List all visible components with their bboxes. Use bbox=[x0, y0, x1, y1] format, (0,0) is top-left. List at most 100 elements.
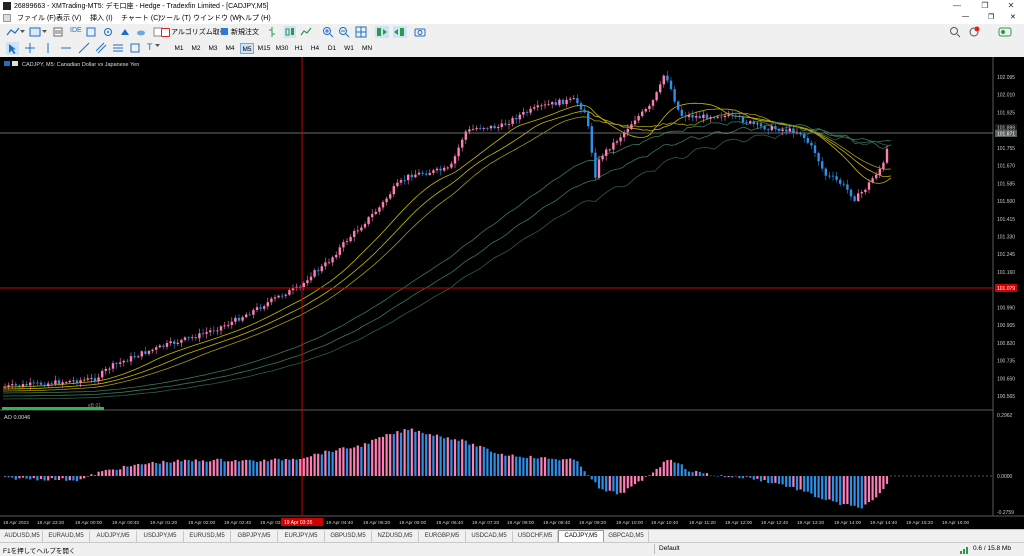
timeframe-d1[interactable]: D1 bbox=[327, 45, 337, 52]
ao-bar bbox=[29, 476, 32, 480]
mdi-minimize-button[interactable]: — bbox=[962, 13, 969, 20]
close-button[interactable]: ✕ bbox=[1007, 1, 1015, 10]
timeframe-m3[interactable]: M3 bbox=[208, 45, 218, 52]
ide-button[interactable]: IDE bbox=[70, 27, 82, 34]
timeframe-h4[interactable]: H4 bbox=[310, 45, 320, 52]
zoom-out-icon[interactable] bbox=[338, 26, 350, 38]
navigator-icon[interactable] bbox=[86, 27, 96, 37]
auto-scroll-icon[interactable] bbox=[375, 26, 389, 38]
bar-chart-icon[interactable] bbox=[267, 26, 277, 38]
chart-window[interactable]: eB 01 CADJPY, M5: Canadian Dollar vs Jap… bbox=[0, 57, 1024, 529]
price-scale[interactable]: 102.095102.010101.925101.840101.755101.6… bbox=[997, 75, 1015, 400]
tab-eurgbp[interactable]: EURGBP,M5 bbox=[419, 531, 466, 542]
price-label: 100.990 bbox=[997, 305, 1015, 311]
shapes-icon[interactable] bbox=[129, 42, 141, 54]
candle-body bbox=[291, 288, 295, 291]
mdi-restore-button[interactable]: ❐ bbox=[988, 14, 995, 21]
text-tool-icon[interactable]: T bbox=[147, 42, 153, 52]
equidistant-channel-icon[interactable] bbox=[95, 42, 107, 54]
ao-bar bbox=[464, 440, 467, 476]
account-icon[interactable] bbox=[998, 26, 1012, 38]
timeframe-h1[interactable]: H1 bbox=[294, 45, 304, 52]
menu-view[interactable]: 表示 (V) bbox=[56, 15, 82, 22]
candles bbox=[3, 70, 889, 391]
profiles-icon[interactable] bbox=[29, 27, 41, 37]
ao-bar bbox=[93, 475, 97, 476]
chart-canvas[interactable]: eB 01 CADJPY, M5: Canadian Dollar vs Jap… bbox=[0, 57, 1024, 529]
time-label: 19 Apr 14:40 bbox=[870, 520, 898, 526]
tab-audjpy[interactable]: AUDJPY,M5 bbox=[90, 531, 137, 542]
time-scale[interactable]: 18 Apr 2022 18 Apr 23:20 19 Apr 00:00 19 Ap… bbox=[3, 520, 970, 526]
ao-label-min: -0.2759 bbox=[997, 510, 1014, 516]
price-label: 100.820 bbox=[997, 341, 1015, 347]
minimize-button[interactable]: — bbox=[953, 1, 961, 10]
screenshot-icon[interactable] bbox=[414, 26, 426, 38]
menu-window[interactable]: ウインドウ (W) bbox=[193, 15, 242, 22]
grid-icon[interactable] bbox=[355, 26, 367, 38]
menu-tools[interactable]: ツール (T) bbox=[159, 15, 191, 22]
fibonacci-icon[interactable] bbox=[112, 42, 124, 54]
new-order-button[interactable]: 新規注文 bbox=[220, 26, 262, 38]
ao-bar bbox=[860, 476, 863, 509]
search-icon[interactable] bbox=[949, 26, 961, 38]
menu-chart[interactable]: チャート (C) bbox=[121, 15, 161, 22]
mdi-close-button[interactable]: ✕ bbox=[1010, 14, 1016, 21]
cursor-icon[interactable] bbox=[6, 42, 19, 55]
vps-icon[interactable] bbox=[136, 27, 146, 37]
crosshair-icon[interactable] bbox=[24, 42, 36, 54]
one-click-trading-icon[interactable] bbox=[12, 61, 18, 66]
timeframe-m4[interactable]: M4 bbox=[225, 45, 235, 52]
trendline-icon[interactable] bbox=[78, 42, 90, 54]
chart-shift-icon[interactable] bbox=[393, 26, 407, 38]
candle-body bbox=[767, 129, 770, 131]
algo-trading-button[interactable]: アルゴリズム取引 bbox=[160, 26, 227, 38]
candle-body bbox=[450, 163, 453, 168]
tab-usdjpy[interactable]: USDJPY,M5 bbox=[137, 531, 184, 542]
tab-usdchf[interactable]: USDCHF,M5 bbox=[513, 531, 558, 542]
arrows-icon[interactable] bbox=[155, 44, 160, 48]
tab-usdcad[interactable]: USDCAD,M5 bbox=[466, 531, 513, 542]
timeframe-mn[interactable]: MN bbox=[361, 45, 373, 52]
market-icon[interactable] bbox=[120, 27, 130, 37]
vertical-line-icon[interactable] bbox=[42, 42, 54, 54]
dropdown-icon[interactable] bbox=[20, 30, 25, 34]
candle-body bbox=[835, 176, 838, 180]
ao-bar bbox=[558, 460, 561, 476]
menu-insert[interactable]: 挿入 (I) bbox=[90, 15, 113, 22]
timeframe-m2[interactable]: M2 bbox=[191, 45, 201, 52]
signals-icon[interactable] bbox=[103, 27, 113, 37]
candle-body bbox=[673, 89, 676, 102]
dropdown-icon[interactable] bbox=[42, 30, 47, 34]
menu-help[interactable]: ヘルプ (H) bbox=[238, 15, 271, 22]
ao-bar bbox=[813, 476, 817, 497]
timeframe-m5[interactable]: M5 bbox=[240, 43, 254, 54]
zoom-in-icon[interactable] bbox=[322, 26, 334, 38]
menu-file[interactable]: ファイル (F) bbox=[17, 15, 56, 22]
standard-toolbar: IDE アルゴリズム取引 新規注文 bbox=[0, 24, 1024, 41]
timeframe-m1[interactable]: M1 bbox=[174, 45, 184, 52]
tab-gbpjpy[interactable]: GBPJPY,M5 bbox=[231, 531, 278, 542]
timeframe-w1[interactable]: W1 bbox=[344, 45, 354, 52]
tab-eurusd[interactable]: EURUSD,M5 bbox=[184, 531, 231, 542]
line-chart-icon[interactable] bbox=[300, 26, 312, 38]
candle-body bbox=[684, 115, 687, 117]
maximize-button[interactable]: ❐ bbox=[981, 1, 989, 10]
ao-bar bbox=[799, 476, 802, 490]
ao-bar bbox=[885, 476, 889, 484]
candle-body bbox=[97, 377, 100, 382]
timeframe-m15[interactable]: M15 bbox=[257, 45, 271, 52]
tab-nzdusd[interactable]: NZDUSD,M5 bbox=[372, 531, 419, 542]
tab-gbpcad[interactable]: GBPCAD,M5 bbox=[604, 531, 649, 542]
tab-gbpusd[interactable]: GBPUSD,M5 bbox=[325, 531, 372, 542]
tab-audusd[interactable]: AUDUSD,M5 bbox=[2, 531, 43, 542]
chart-settings-icon[interactable] bbox=[4, 61, 10, 66]
horizontal-line-icon[interactable] bbox=[60, 42, 72, 54]
candle-body bbox=[471, 129, 475, 130]
tab-euraud[interactable]: EURAUD,M5 bbox=[43, 531, 90, 542]
candlestick-icon[interactable] bbox=[284, 26, 296, 38]
timeframe-m30[interactable]: M30 bbox=[275, 45, 289, 52]
chart-type-icon[interactable] bbox=[6, 27, 20, 37]
notifications-icon[interactable] bbox=[968, 26, 980, 38]
market-watch-icon[interactable] bbox=[53, 27, 63, 37]
tab-eurjpy[interactable]: EURJPY,M5 bbox=[278, 531, 325, 542]
